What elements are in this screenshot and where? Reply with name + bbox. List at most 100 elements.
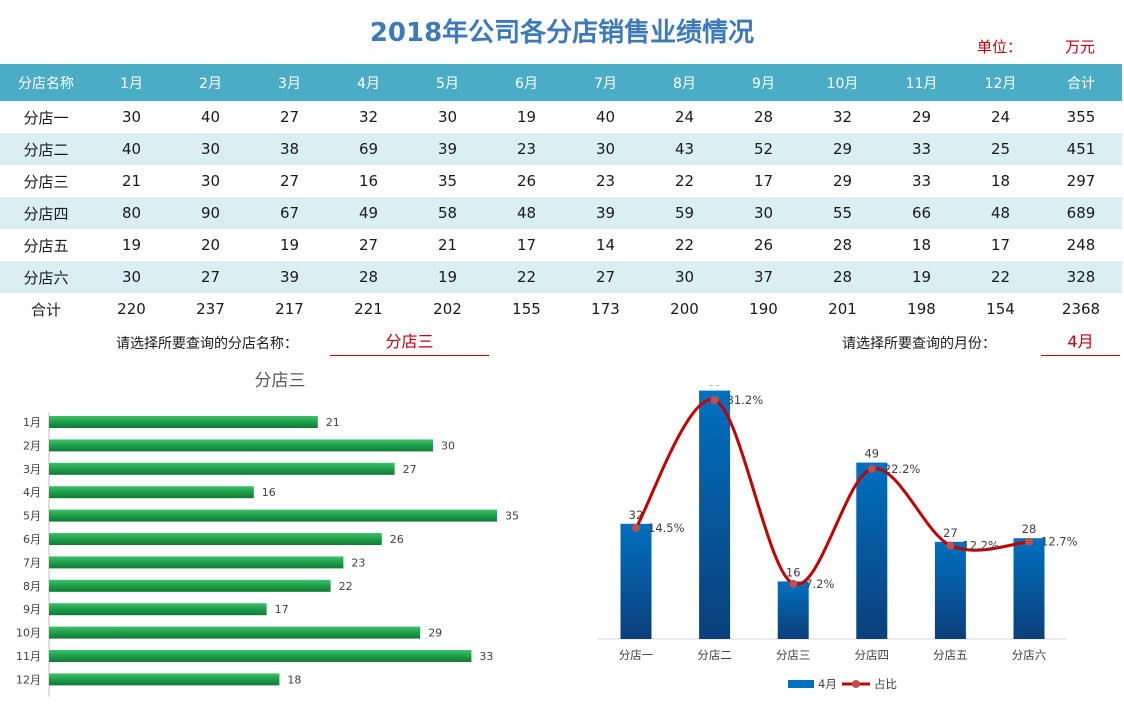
table-cell: 43: [645, 133, 724, 165]
table-header-row: 分店名称 1月 2月 3月 4月 5月 6月 7月 8月 9月 10月 11月 12月 合计: [0, 64, 1122, 101]
table-cell: 173: [591, 300, 620, 318]
table-cell: 40: [200, 108, 221, 126]
data-label: 27: [403, 463, 417, 476]
category-tick-label: 5月: [23, 510, 41, 523]
table-cell: 355: [1066, 108, 1096, 126]
category-tick-label: 4月: [23, 486, 41, 499]
table-cell: 26: [516, 172, 537, 190]
bar: [49, 486, 254, 499]
table-cell: 19: [408, 261, 487, 293]
category-tick-label: 分店五: [933, 648, 968, 662]
category-tick-label: 11月: [16, 650, 41, 663]
column-header: 分店名称: [0, 64, 92, 101]
column-header: 1月: [92, 64, 171, 101]
data-label: 27: [943, 526, 958, 540]
row-label-cell: 分店六: [0, 261, 92, 293]
table-cell: 201: [828, 300, 857, 318]
table-cell: 2368: [1061, 300, 1101, 318]
table-cell: 35: [437, 172, 458, 190]
line-data-label: 14.5%: [648, 521, 685, 535]
table-row: 分店五 19 20 19 27 21 17 14 22 26 28 18 17 248: [0, 229, 1122, 261]
unit-label: 单位：: [977, 38, 1023, 56]
category-tick-label: 7月: [23, 556, 41, 569]
table-cell: 52: [724, 133, 803, 165]
table-cell: 16: [358, 172, 379, 190]
table-row: 分店一 30 40 27 32 30 19 40 24 28 32 29 24 355: [0, 101, 1122, 133]
category-tick-label: 10月: [16, 627, 41, 640]
table-cell: 27: [566, 261, 645, 293]
table-cell: 23: [595, 172, 616, 190]
table-cell: 17: [516, 236, 537, 254]
data-label: 23: [351, 556, 365, 569]
page-title: 2018年公司各分店销售业绩情况: [369, 18, 755, 48]
table-cell: 48: [961, 197, 1040, 229]
table-cell: 237: [196, 300, 225, 318]
line-point: [867, 464, 876, 473]
column-header: 6月: [487, 64, 566, 101]
line-point: [946, 541, 955, 550]
row-label-cell: 分店五: [23, 236, 69, 255]
table-cell: 20: [200, 236, 221, 254]
table-cell: 24: [990, 108, 1011, 126]
table-row: 分店三 21 30 27 16 35 26 23 22 17 29 33 18 297: [0, 165, 1122, 197]
category-tick-label: 3月: [23, 463, 41, 476]
table-cell: 25: [961, 133, 1040, 165]
table-cell: 29: [803, 133, 882, 165]
table-cell: 27: [279, 172, 300, 190]
line-point: [1025, 537, 1033, 546]
legend-line-marker: [852, 680, 860, 688]
table-row: 合计 220 237 217 221 202 155 173 200 190 201 198 154 23…: [0, 293, 1122, 325]
line-data-label: 7.2%: [805, 577, 834, 591]
column-header: 10月: [803, 64, 882, 101]
category-tick-label: 2月: [23, 439, 41, 452]
table-cell: 19: [121, 236, 142, 254]
table-cell: 39: [250, 261, 329, 293]
table-cell: 29: [911, 108, 932, 126]
table-cell: 30: [566, 133, 645, 165]
table-cell: 90: [171, 197, 250, 229]
table-cell: 19: [516, 108, 537, 126]
table-cell: 217: [275, 300, 304, 318]
bar: [49, 439, 433, 452]
column-header: 12月: [961, 64, 1040, 101]
table-cell: 32: [832, 108, 853, 126]
row-label-cell: 分店三: [23, 172, 69, 191]
bar: [1013, 538, 1045, 639]
table-cell: 18: [990, 172, 1011, 190]
month-selector-label: 请选择所要查询的月份：: [842, 336, 996, 352]
table-cell: 19: [279, 236, 300, 254]
bar: [699, 390, 731, 639]
table-cell: 30: [645, 261, 724, 293]
store-selector[interactable]: 分店三: [330, 331, 489, 356]
table-cell: 58: [408, 197, 487, 229]
table-cell: 39: [408, 133, 487, 165]
table-cell: 28: [329, 261, 408, 293]
table-row: 分店六 30 27 39 28 19 22 27 30 37 28 19 22 328: [0, 261, 1122, 293]
table-row: 分店四 80 90 67 49 58 48 39 59 30 55 66 48 689: [0, 197, 1122, 229]
data-label: 35: [505, 510, 519, 523]
column-header: 4月: [329, 64, 408, 101]
legend-line-label: 占比: [874, 677, 897, 691]
column-header: 11月: [882, 64, 961, 101]
table-cell: 221: [354, 300, 383, 318]
month-selector[interactable]: 4月: [1041, 331, 1120, 356]
table-cell: 66: [882, 197, 961, 229]
category-tick-label: 分店二: [697, 648, 732, 662]
category-tick-label: 6月: [23, 533, 41, 546]
bar: [620, 523, 652, 639]
table-cell: 37: [724, 261, 803, 293]
table-cell: 248: [1066, 236, 1096, 254]
table-cell: 202: [433, 300, 462, 318]
category-tick-label: 8月: [23, 580, 41, 593]
column-header: 3月: [250, 64, 329, 101]
table-cell: 32: [358, 108, 379, 126]
line-data-label: 31.2%: [727, 393, 764, 407]
table-cell: 28: [753, 108, 774, 126]
table-cell: 30: [92, 261, 171, 293]
sales-table: 分店名称 1月 2月 3月 4月 5月 6月 7月 8月 9月 10月 11月 12月 合计 分店一 30 4…: [0, 64, 1122, 325]
table-cell: 297: [1066, 172, 1096, 190]
table-cell: 80: [92, 197, 171, 229]
row-label-cell: 分店一: [23, 108, 69, 127]
table-cell: 38: [250, 133, 329, 165]
table-cell: 155: [512, 300, 541, 318]
